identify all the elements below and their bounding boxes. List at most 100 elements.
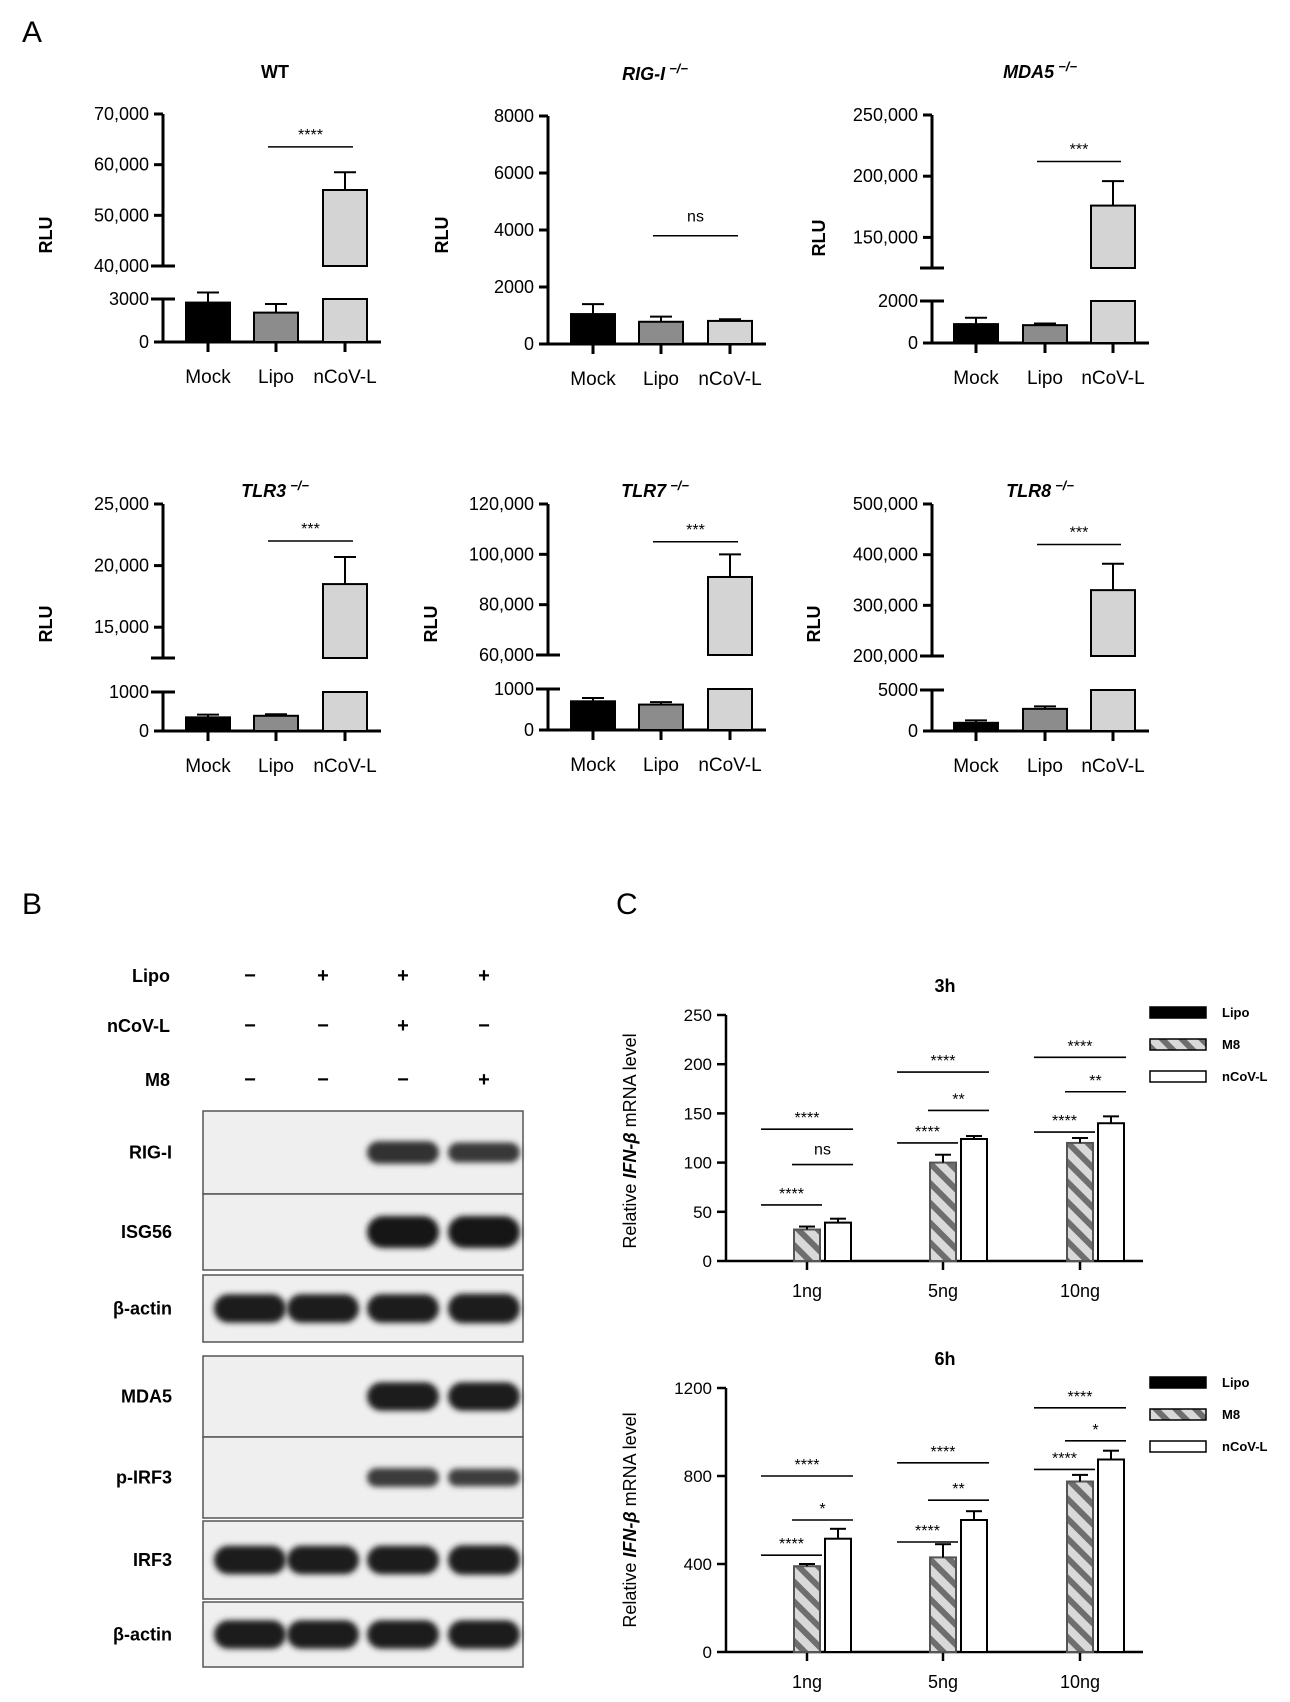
bar xyxy=(1066,1141,1094,1263)
minus-sign: − xyxy=(397,1069,409,1091)
blot-strip: p-IRF3 xyxy=(116,1436,524,1519)
legend-label: Lipo xyxy=(1222,1005,1249,1020)
bar xyxy=(929,1556,957,1654)
chart-wt: WT RLU 0 3000 40,000 50,000 60,000 70,000 Mock Li… xyxy=(36,62,381,388)
legend-label: nCoV-L xyxy=(1222,1439,1268,1454)
blot-band xyxy=(367,1468,439,1487)
blot-label: p-IRF3 xyxy=(116,1468,172,1488)
y-tick-label: 70,000 xyxy=(94,104,149,124)
x-tick-label: Lipo xyxy=(643,369,679,390)
significance-label: **** xyxy=(915,1124,940,1141)
chart-title-text: TLR7 xyxy=(621,481,667,501)
significance-label: **** xyxy=(1052,1450,1077,1467)
significance-label: **** xyxy=(1068,1389,1093,1406)
significance-label: **** xyxy=(795,1110,820,1127)
treatment-label: Lipo xyxy=(132,966,170,986)
bar xyxy=(253,714,299,732)
y-tick-label: 0 xyxy=(908,333,918,353)
y-tick-label: 500,000 xyxy=(853,494,918,514)
y-axis-label: Relative IFN-β mRNA level xyxy=(620,1033,640,1248)
significance-label: *** xyxy=(1070,142,1089,159)
blot-band xyxy=(287,1294,359,1323)
chart-title-text: RIG-I xyxy=(622,64,666,84)
y-tick-label: 200,000 xyxy=(853,166,918,186)
x-tick-label: 10ng xyxy=(1060,1672,1100,1692)
bar xyxy=(707,319,753,346)
x-tick-label: Lipo xyxy=(1027,756,1063,777)
bar xyxy=(322,583,368,660)
y-tick-label: 250,000 xyxy=(853,105,918,125)
chart-title-sup: −/− xyxy=(1055,478,1074,493)
y-tick-label: 1200 xyxy=(674,1379,712,1398)
y-label-part: Relative xyxy=(620,1179,640,1249)
y-axis-label: RLU xyxy=(36,606,56,643)
bar xyxy=(793,1228,821,1262)
minus-sign: − xyxy=(317,1015,329,1037)
y-tick-label: 25,000 xyxy=(94,494,149,514)
legend-label: M8 xyxy=(1222,1407,1240,1422)
panel-b-western-blot: Lipo − + + + nCoV-L − − + − M8 − − − + RIG-I ISG56 β-acti… xyxy=(107,965,524,1668)
y-tick-label: 5000 xyxy=(878,680,918,700)
blot-band xyxy=(214,1545,286,1575)
legend-swatch xyxy=(1149,1376,1207,1389)
y-axis-label: RLU xyxy=(421,606,441,643)
significance-label: *** xyxy=(1070,525,1089,542)
y-tick-label: 0 xyxy=(703,1252,712,1271)
bar-lower-segment xyxy=(1090,300,1136,344)
x-tick-label: Mock xyxy=(570,755,616,776)
y-label-part: mRNA level xyxy=(620,1412,640,1511)
x-tick-label: 1ng xyxy=(792,1281,822,1301)
bar-lower-segment xyxy=(322,298,368,343)
y-label-part: mRNA level xyxy=(620,1033,640,1132)
blot-band xyxy=(448,1382,520,1411)
legend-label: Lipo xyxy=(1222,1375,1249,1390)
x-tick-label: nCoV-L xyxy=(698,369,761,390)
x-tick-label: 5ng xyxy=(928,1281,958,1301)
x-tick-label: nCoV-L xyxy=(313,756,376,777)
x-tick-label: nCoV-L xyxy=(698,755,761,776)
chart-title-text: MDA5 xyxy=(1003,62,1055,82)
x-tick-label: 10ng xyxy=(1060,1281,1100,1301)
chart-title: TLR3 −/− xyxy=(241,478,309,501)
blot-strip: RIG-I xyxy=(129,1110,524,1195)
bar xyxy=(185,301,231,344)
chart-tlr7: TLR7 −/− RLU 0 1000 60,000 80,000 100,000 120,00… xyxy=(421,478,766,776)
bar xyxy=(707,575,753,657)
legend-swatch xyxy=(1149,1440,1207,1453)
blot-label: β-actin xyxy=(113,1625,172,1645)
minus-sign: − xyxy=(244,965,256,987)
legend-swatch xyxy=(1149,1006,1207,1019)
y-axis-label: RLU xyxy=(432,217,452,254)
panel-c-charts: 3h Relative IFN-β mRNA level 0 50 100 150 200 2… xyxy=(620,976,1268,1692)
bar xyxy=(253,311,299,344)
bar-lower-segment xyxy=(707,688,753,731)
bar-lower-segment xyxy=(1090,689,1136,732)
significance-label: **** xyxy=(931,1053,956,1070)
y-tick-label: 0 xyxy=(139,721,149,741)
chart-title-sup: −/− xyxy=(290,478,309,493)
y-axis-label: RLU xyxy=(804,606,824,643)
x-tick-label: Mock xyxy=(185,756,231,777)
plus-sign: + xyxy=(478,1069,490,1091)
significance-label: ** xyxy=(1089,1073,1101,1090)
bar xyxy=(929,1161,957,1262)
plus-sign: + xyxy=(397,1015,409,1037)
bar xyxy=(1066,1480,1094,1653)
blot-label: β-actin xyxy=(113,1299,172,1319)
blot-strip: β-actin xyxy=(113,1601,524,1668)
y-tick-label: 400 xyxy=(684,1555,712,1574)
chart-title: RIG-I −/− xyxy=(622,61,688,84)
bar xyxy=(1097,1122,1125,1262)
bar xyxy=(570,313,616,346)
x-tick-label: Mock xyxy=(953,368,999,389)
chart-title-sup: −/− xyxy=(1058,59,1077,74)
bar xyxy=(570,700,616,731)
blot-band xyxy=(448,1468,520,1487)
y-tick-label: 2000 xyxy=(878,291,918,311)
y-tick-label: 100 xyxy=(684,1154,712,1173)
y-tick-label: 50,000 xyxy=(94,205,149,225)
significance-label: **** xyxy=(931,1444,956,1461)
treatment-label: nCoV-L xyxy=(107,1016,170,1036)
chart-title-text: TLR3 xyxy=(241,481,286,501)
blot-band xyxy=(214,1294,286,1323)
